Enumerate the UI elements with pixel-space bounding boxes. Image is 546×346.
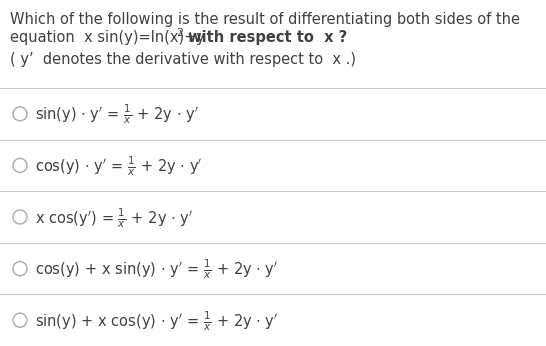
Text: ( y’  denotes the derivative with respect to  x .): ( y’ denotes the derivative with respect… [10,52,356,67]
Text: with respect to  x ?: with respect to x ? [183,30,347,45]
Text: cos(y) + x sin(y) $\cdot$ y$'$ = $\frac{1}{x}$ + 2y $\cdot$ y$'$: cos(y) + x sin(y) $\cdot$ y$'$ = $\frac{… [35,258,278,281]
Text: 2: 2 [176,28,183,38]
Text: Which of the following is the result of differentiating both sides of the: Which of the following is the result of … [10,12,520,27]
Text: sin(y) $\cdot$ y$'$ = $\frac{1}{x}$ + 2y $\cdot$ y$'$: sin(y) $\cdot$ y$'$ = $\frac{1}{x}$ + 2y… [35,103,199,126]
Text: cos(y) $\cdot$ y$'$ = $\frac{1}{x}$ + 2y $\cdot$ y$'$: cos(y) $\cdot$ y$'$ = $\frac{1}{x}$ + 2y… [35,155,203,178]
Text: equation  x sin(y)=ln(x)+y: equation x sin(y)=ln(x)+y [10,30,205,45]
Text: sin(y) + x cos(y) $\cdot$ y$'$ = $\frac{1}{x}$ + 2y $\cdot$ y$'$: sin(y) + x cos(y) $\cdot$ y$'$ = $\frac{… [35,310,278,333]
Text: x cos(y$'$) = $\frac{1}{x}$ + 2y $\cdot$ y$'$: x cos(y$'$) = $\frac{1}{x}$ + 2y $\cdot$… [35,206,193,230]
